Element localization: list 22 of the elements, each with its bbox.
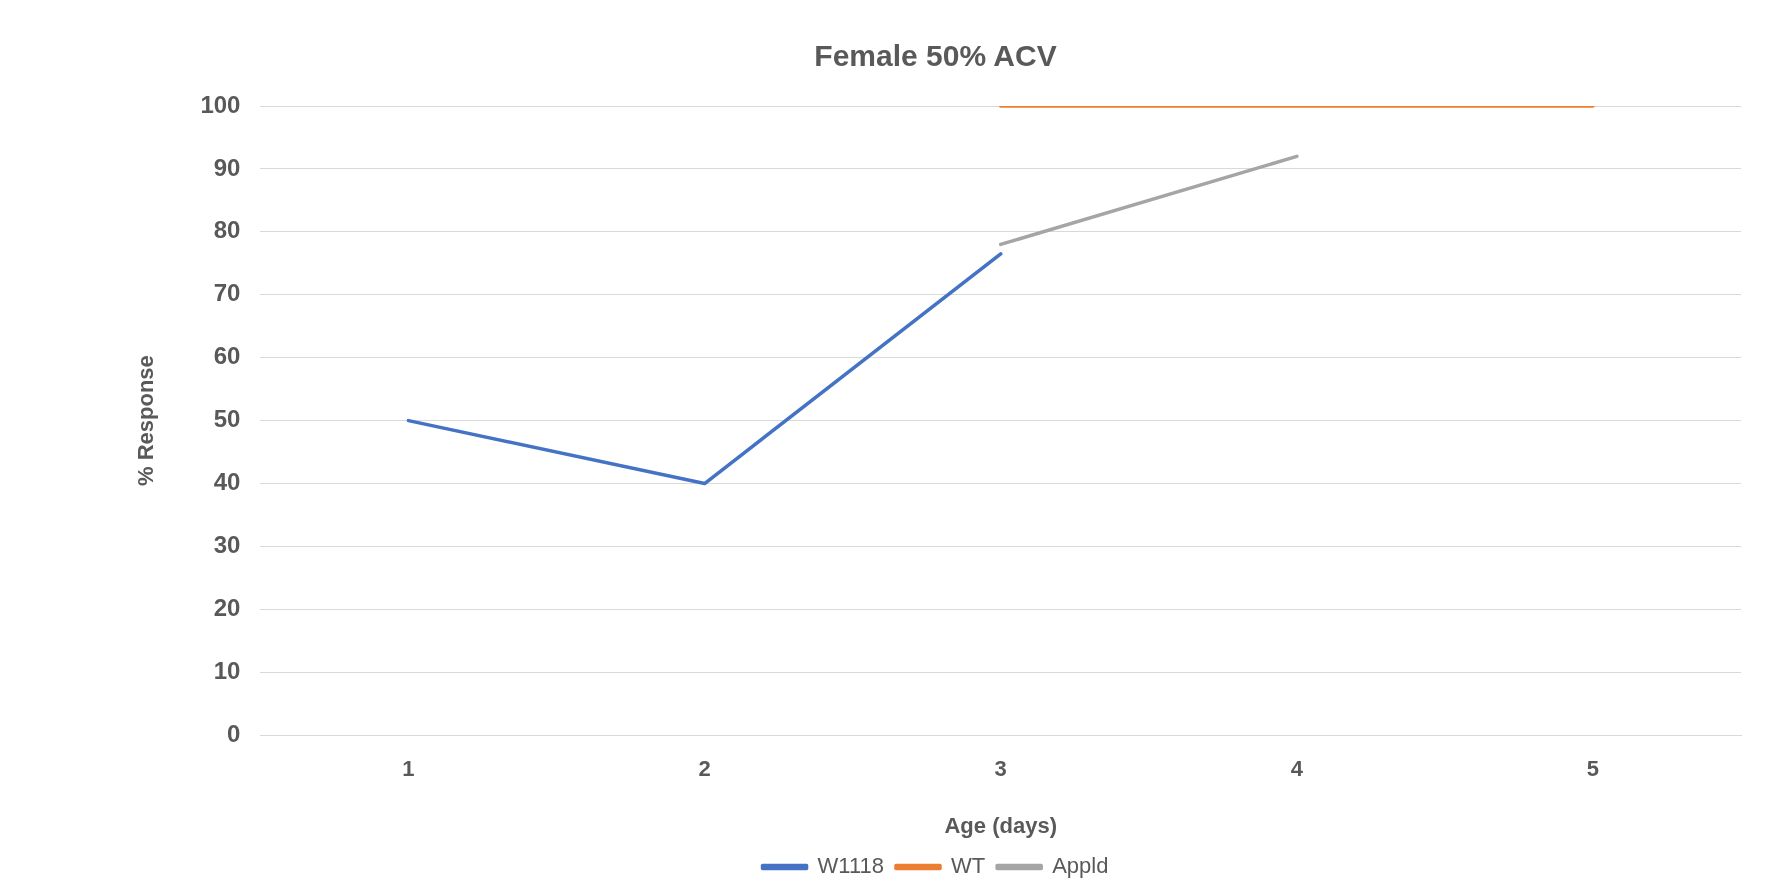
x-tick-label: 2	[698, 756, 711, 782]
y-tick-label: 0	[227, 719, 241, 747]
x-axis-title: Age (days)	[944, 812, 1057, 838]
legend-label: Appld	[1052, 853, 1109, 879]
y-tick-label: 90	[213, 153, 241, 181]
y-tick-label: 70	[213, 279, 241, 307]
x-tick-label: 1	[402, 756, 415, 782]
y-axis-title: % Response	[133, 355, 159, 487]
legend-label: WT	[950, 853, 986, 879]
legend-label: W1118	[817, 853, 884, 879]
y-tick-label: 100	[200, 90, 241, 118]
x-tick-label: 5	[1586, 756, 1600, 782]
x-tick-label: 3	[994, 756, 1007, 782]
chart-title: Female 50% ACV	[814, 39, 1057, 73]
y-tick-label: 30	[213, 531, 241, 559]
y-tick-label: 20	[213, 593, 241, 621]
y-tick-label: 40	[213, 468, 241, 496]
y-tick-label: 50	[213, 405, 241, 433]
y-tick-label: 80	[213, 216, 241, 244]
y-tick-label: 60	[213, 342, 241, 370]
y-tick-label: 10	[213, 656, 241, 684]
x-tick-label: 4	[1290, 756, 1304, 782]
